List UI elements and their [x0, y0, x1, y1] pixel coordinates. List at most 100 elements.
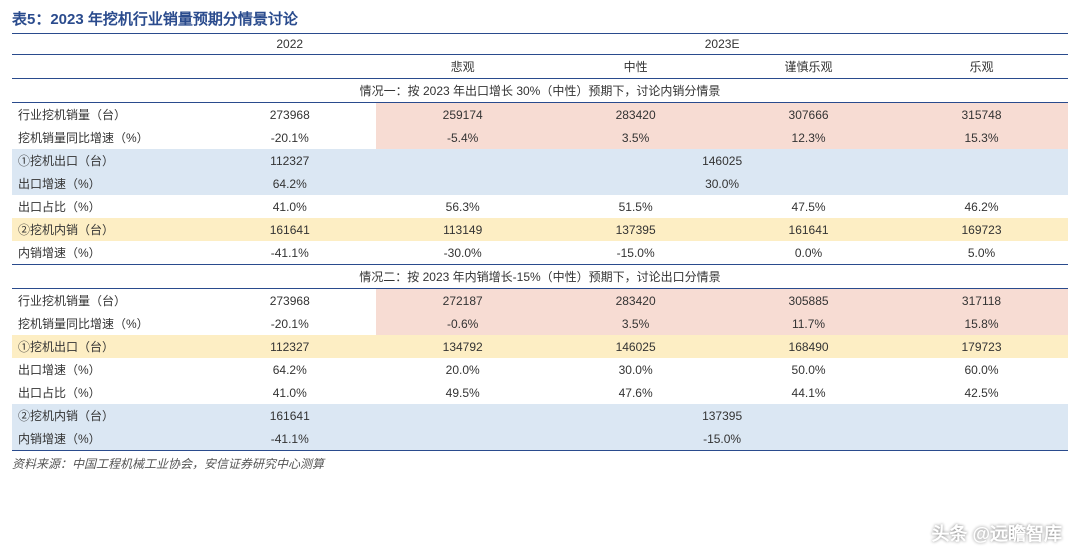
cell: -20.1% — [203, 126, 376, 149]
cell: 56.3% — [376, 195, 549, 218]
row-label: 内销增速（%） — [12, 241, 203, 265]
header-blank — [12, 34, 203, 55]
row-label: 行业挖机销量（台） — [12, 103, 203, 127]
header-pessimistic: 悲观 — [376, 55, 549, 79]
watermark: 头条 @远瞻智库 — [931, 520, 1062, 546]
table-row: ②挖机内销（台） 161641 113149 137395 161641 169… — [12, 218, 1068, 241]
cell: 64.2% — [203, 358, 376, 381]
cell: 273968 — [203, 103, 376, 127]
row-label: 行业挖机销量（台） — [12, 289, 203, 313]
cell: 42.5% — [895, 381, 1068, 404]
cell: 134792 — [376, 335, 549, 358]
cell: -30.0% — [376, 241, 549, 265]
cell-merged: 137395 — [376, 404, 1068, 427]
header-neutral: 中性 — [549, 55, 722, 79]
cell: 112327 — [203, 335, 376, 358]
cell: 283420 — [549, 289, 722, 313]
cell: -41.1% — [203, 241, 376, 265]
table-row: 内销增速（%） -41.1% -30.0% -15.0% 0.0% 5.0% — [12, 241, 1068, 265]
cell: 20.0% — [376, 358, 549, 381]
cell: 315748 — [895, 103, 1068, 127]
cell: 15.8% — [895, 312, 1068, 335]
table-title: 表5：2023 年挖机行业销量预期分情景讨论 — [12, 8, 1068, 29]
cell: 44.1% — [722, 381, 895, 404]
cell: 273968 — [203, 289, 376, 313]
table-row: 挖机销量同比增速（%） -20.1% -0.6% 3.5% 11.7% 15.8… — [12, 312, 1068, 335]
table-row: ①挖机出口（台） 112327 134792 146025 168490 179… — [12, 335, 1068, 358]
row-label: ②挖机内销（台） — [12, 404, 203, 427]
cell: 15.3% — [895, 126, 1068, 149]
cell: 0.0% — [722, 241, 895, 265]
cell: -20.1% — [203, 312, 376, 335]
cell: 259174 — [376, 103, 549, 127]
cell: 46.2% — [895, 195, 1068, 218]
table-row: 行业挖机销量（台） 273968 272187 283420 305885 31… — [12, 289, 1068, 313]
cell: 112327 — [203, 149, 376, 172]
cell: 137395 — [549, 218, 722, 241]
header-cautious-optimistic: 谨慎乐观 — [722, 55, 895, 79]
table-row: ①挖机出口（台） 112327 146025 — [12, 149, 1068, 172]
cell: 305885 — [722, 289, 895, 313]
cell: 179723 — [895, 335, 1068, 358]
row-label: ①挖机出口（台） — [12, 335, 203, 358]
cell: 169723 — [895, 218, 1068, 241]
cell: 168490 — [722, 335, 895, 358]
cell: 161641 — [722, 218, 895, 241]
cell: 11.7% — [722, 312, 895, 335]
header-optimistic: 乐观 — [895, 55, 1068, 79]
cell: 30.0% — [549, 358, 722, 381]
row-label: 出口占比（%） — [12, 381, 203, 404]
row-label: 出口增速（%） — [12, 172, 203, 195]
table-row: 行业挖机销量（台） 273968 259174 283420 307666 31… — [12, 103, 1068, 127]
cell: 64.2% — [203, 172, 376, 195]
subheader-blank — [12, 55, 203, 79]
row-label: ①挖机出口（台） — [12, 149, 203, 172]
section2-header: 情况二：按 2023 年内销增长-15%（中性）预期下，讨论出口分情景 — [12, 265, 1068, 289]
cell: 3.5% — [549, 312, 722, 335]
row-label: 挖机销量同比增速（%） — [12, 312, 203, 335]
cell: 60.0% — [895, 358, 1068, 381]
cell: 272187 — [376, 289, 549, 313]
cell: 50.0% — [722, 358, 895, 381]
cell: 3.5% — [549, 126, 722, 149]
cell: 317118 — [895, 289, 1068, 313]
cell: 283420 — [549, 103, 722, 127]
cell-merged: 146025 — [376, 149, 1068, 172]
scenario-table: 2022 2023E 悲观 中性 谨慎乐观 乐观 情况一：按 2023 年出口增… — [12, 33, 1068, 451]
cell-merged: -15.0% — [376, 427, 1068, 451]
section1-header: 情况一：按 2023 年出口增长 30%（中性）预期下，讨论内销分情景 — [12, 79, 1068, 103]
cell: 41.0% — [203, 195, 376, 218]
cell: 5.0% — [895, 241, 1068, 265]
row-label: 出口占比（%） — [12, 195, 203, 218]
subheader-blank2 — [203, 55, 376, 79]
row-label: ②挖机内销（台） — [12, 218, 203, 241]
cell: 41.0% — [203, 381, 376, 404]
cell: 146025 — [549, 335, 722, 358]
source-note: 资料来源：中国工程机械工业协会，安信证券研究中心测算 — [12, 455, 1068, 472]
table-row: 出口增速（%） 64.2% 20.0% 30.0% 50.0% 60.0% — [12, 358, 1068, 381]
cell: -5.4% — [376, 126, 549, 149]
cell: 161641 — [203, 404, 376, 427]
cell: 47.5% — [722, 195, 895, 218]
cell: -0.6% — [376, 312, 549, 335]
table-row: 出口占比（%） 41.0% 49.5% 47.6% 44.1% 42.5% — [12, 381, 1068, 404]
cell: 47.6% — [549, 381, 722, 404]
table-row: 出口占比（%） 41.0% 56.3% 51.5% 47.5% 46.2% — [12, 195, 1068, 218]
header-2022: 2022 — [203, 34, 376, 55]
table-row: 内销增速（%） -41.1% -15.0% — [12, 427, 1068, 451]
table-row: 挖机销量同比增速（%） -20.1% -5.4% 3.5% 12.3% 15.3… — [12, 126, 1068, 149]
cell: 113149 — [376, 218, 549, 241]
table-row: 出口增速（%） 64.2% 30.0% — [12, 172, 1068, 195]
cell: -41.1% — [203, 427, 376, 451]
cell: -15.0% — [549, 241, 722, 265]
row-label: 出口增速（%） — [12, 358, 203, 381]
cell: 51.5% — [549, 195, 722, 218]
header-2023e: 2023E — [376, 34, 1068, 55]
row-label: 内销增速（%） — [12, 427, 203, 451]
row-label: 挖机销量同比增速（%） — [12, 126, 203, 149]
cell: 161641 — [203, 218, 376, 241]
cell: 12.3% — [722, 126, 895, 149]
cell: 307666 — [722, 103, 895, 127]
cell-merged: 30.0% — [376, 172, 1068, 195]
cell: 49.5% — [376, 381, 549, 404]
